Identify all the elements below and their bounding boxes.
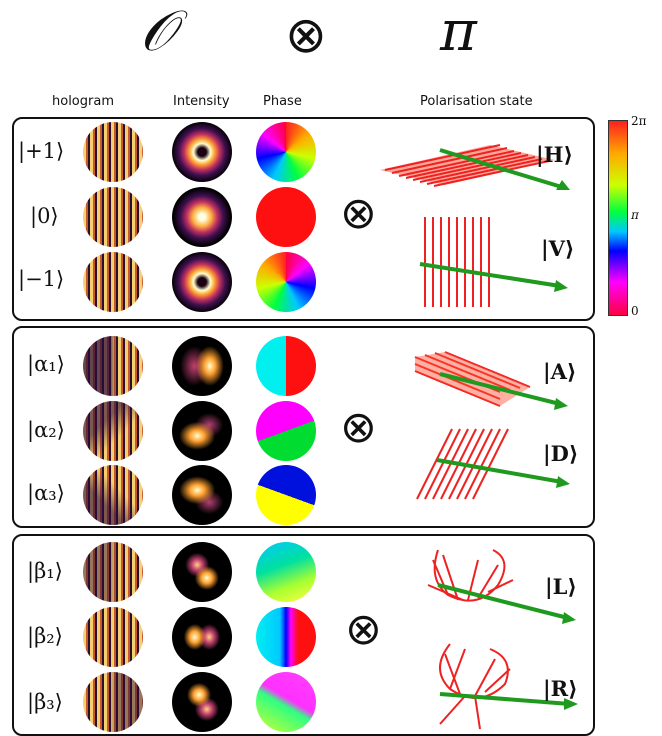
ket-beta-two: |β₂⟩ xyxy=(27,624,63,648)
ket-alpha-three: |α₃⟩ xyxy=(27,481,65,505)
intensity-heading: Intensity xyxy=(173,94,230,109)
horizontal-polarisation-arrows xyxy=(380,144,570,190)
tensor-product-icon: ⊗ xyxy=(340,402,377,453)
hologram-plus-one xyxy=(83,122,143,182)
ket-right-circular: |R⟩ xyxy=(543,676,578,701)
phase-colorbar xyxy=(608,120,628,316)
colorbar-top-label: 2π xyxy=(631,114,647,128)
panel-lg-circular xyxy=(12,534,595,736)
phase-minus-one xyxy=(256,252,316,312)
orbital-symbol: 𝒪 xyxy=(140,0,176,64)
ket-horizontal: |H⟩ xyxy=(536,142,574,167)
intensity-alpha-three xyxy=(172,465,232,525)
intensity-beta-three xyxy=(172,672,232,732)
intensity-alpha-one xyxy=(172,336,232,396)
hologram-alpha-one xyxy=(83,336,143,396)
phase-plus-one xyxy=(256,122,316,182)
intensity-alpha-two xyxy=(172,401,232,461)
right-circular-polarisation-arrows xyxy=(439,643,578,730)
ket-minus-one: |−1⟩ xyxy=(18,267,65,291)
hologram-minus-one xyxy=(83,252,143,312)
ket-plus-one: |+1⟩ xyxy=(18,139,65,163)
phase-alpha-one xyxy=(256,336,316,396)
polarisation-symbol: π xyxy=(440,0,477,64)
tensor-symbol: ⊗ xyxy=(285,6,327,64)
phase-alpha-three xyxy=(256,465,316,525)
phase-alpha-two xyxy=(256,401,316,461)
intensity-beta-one xyxy=(172,542,232,602)
intensity-beta-two xyxy=(172,607,232,667)
intensity-plus-one xyxy=(172,122,232,182)
ket-alpha-one: |α₁⟩ xyxy=(27,352,65,376)
ket-vertical: |V⟩ xyxy=(541,236,575,261)
intensity-minus-one xyxy=(172,252,232,312)
antidiagonal-polarisation-arrows xyxy=(414,351,568,410)
left-circular-polarisation-arrows xyxy=(427,549,576,624)
ket-diagonal: |D⟩ xyxy=(543,441,579,466)
panel-hg-diagonal xyxy=(12,326,595,528)
tensor-product-icon: ⊗ xyxy=(340,188,377,239)
phase-beta-two xyxy=(256,607,316,667)
phase-heading: Phase xyxy=(263,94,302,109)
phase-beta-one xyxy=(256,542,316,602)
intensity-zero xyxy=(172,187,232,247)
hologram-beta-three xyxy=(83,672,143,732)
hologram-beta-one xyxy=(83,542,143,602)
diagonal-polarisation-arrows xyxy=(416,428,570,500)
ket-zero: |0⟩ xyxy=(30,204,59,228)
colorbar-bottom-label: 0 xyxy=(631,304,639,318)
ket-antidiagonal: |A⟩ xyxy=(543,359,577,384)
ket-beta-three: |β₃⟩ xyxy=(27,690,63,714)
ket-left-circular: |L⟩ xyxy=(545,574,578,599)
hologram-heading: hologram xyxy=(52,94,114,109)
phase-zero xyxy=(256,187,316,247)
hologram-beta-two xyxy=(83,607,143,667)
polarisation-heading: Polarisation state xyxy=(420,94,533,109)
vertical-polarisation-arrows xyxy=(419,217,568,307)
colorbar-mid-label: π xyxy=(631,208,639,222)
hologram-zero xyxy=(83,187,143,247)
panel-oam-linear xyxy=(12,117,595,321)
phase-beta-three xyxy=(256,672,316,732)
tensor-product-icon: ⊗ xyxy=(345,604,382,655)
ket-beta-one: |β₁⟩ xyxy=(27,559,63,583)
ket-alpha-two: |α₂⟩ xyxy=(27,418,65,442)
hologram-alpha-three xyxy=(83,465,143,525)
hologram-alpha-two xyxy=(83,401,143,461)
